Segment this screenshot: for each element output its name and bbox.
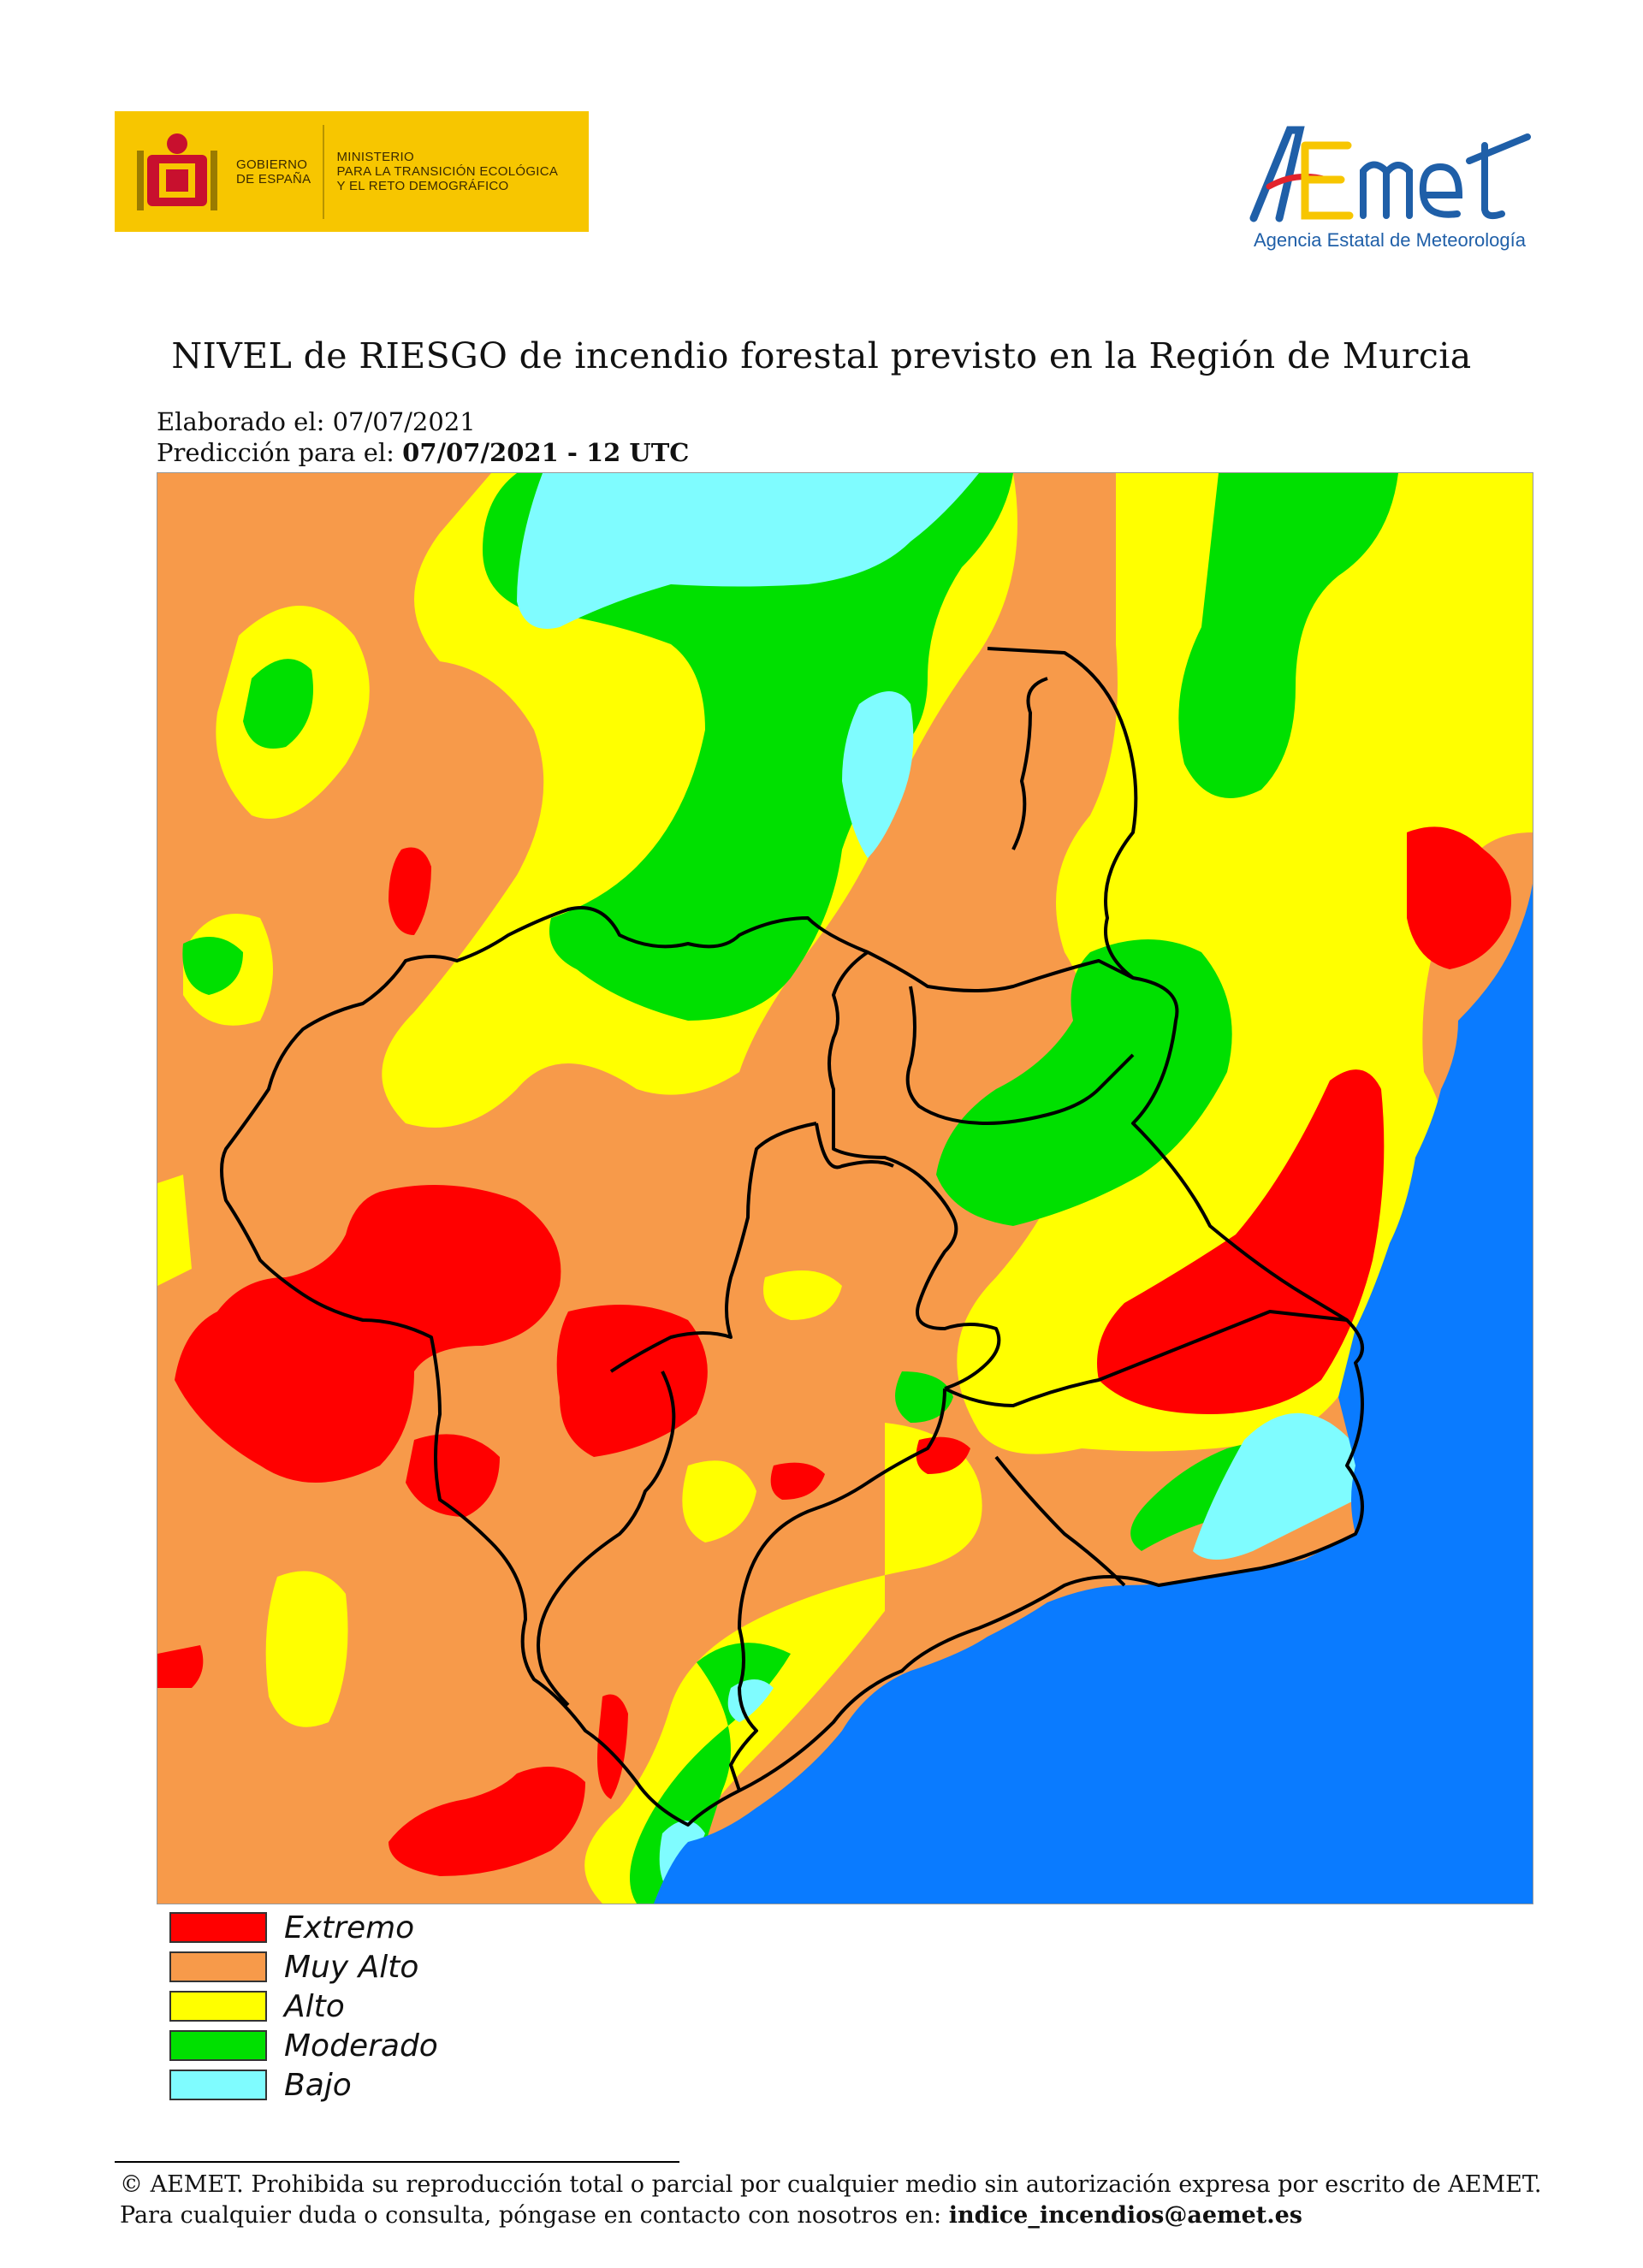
footer-rule — [115, 2161, 679, 2163]
legend-label: Muy Alto — [284, 1949, 419, 1985]
legend-item-moderado: Moderado — [169, 2026, 438, 2065]
legend-swatch — [169, 1991, 267, 2022]
contact-prefix: Para cualquier duda o consulta, póngase … — [120, 2202, 942, 2229]
legend-label: Alto — [284, 1988, 345, 2024]
zones-bajo — [517, 473, 1364, 1893]
legend-item-alto: Alto — [169, 1987, 438, 2026]
ministry-line-1: MINISTERIO — [336, 150, 414, 164]
legend-swatch — [169, 2070, 267, 2100]
footer: © AEMET. Prohibida su reproducción total… — [120, 2170, 1541, 2231]
elaborado-label: Elaborado el: — [157, 407, 325, 436]
elaborado-value: 07/07/2021 — [332, 407, 476, 436]
risk-map — [157, 472, 1533, 1904]
gov-line-2: DE ESPAÑA — [236, 171, 311, 187]
prediccion-value: 07/07/2021 - 12 UTC — [402, 438, 690, 467]
legend: Extremo Muy Alto Alto Moderado Bajo — [169, 1908, 438, 2105]
page-title: NIVEL de RIESGO de incendio forestal pre… — [171, 335, 1472, 376]
government-logo: GOBIERNO DE ESPAÑA MINISTERIO PARA LA TR… — [115, 111, 589, 232]
copyright-notice: © AEMET. Prohibida su reproducción total… — [120, 2171, 1542, 2198]
legend-swatch — [169, 1951, 267, 1982]
contact-email[interactable]: indice_incendios@aemet.es — [948, 2202, 1302, 2229]
logo-separator — [323, 124, 325, 219]
elaborado-line: Elaborado el: 07/07/2021 — [157, 407, 476, 436]
prediccion-label: Predicción para el: — [157, 438, 394, 467]
legend-label: Extremo — [284, 1910, 415, 1945]
legend-item-bajo: Bajo — [169, 2065, 438, 2105]
legend-label: Moderado — [284, 2028, 438, 2064]
contact-line: Para cualquier duda o consulta, póngase … — [120, 2200, 1541, 2231]
zones-extremo — [157, 826, 1511, 1876]
legend-swatch — [169, 2030, 267, 2061]
aemet-logo — [1249, 126, 1531, 222]
legend-item-extremo: Extremo — [169, 1908, 438, 1947]
legend-item-muy-alto: Muy Alto — [169, 1947, 438, 1987]
region-outline — [220, 647, 1364, 1827]
coat-of-arms-icon — [137, 133, 217, 210]
prediccion-line: Predicción para el: 07/07/2021 - 12 UTC — [157, 438, 689, 467]
sea — [654, 884, 1533, 1904]
aemet-subtitle: Agencia Estatal de Meteorología — [1254, 229, 1526, 251]
gov-line-1: GOBIERNO — [236, 157, 308, 172]
legend-swatch — [169, 1912, 267, 1943]
ministry-line-2: PARA LA TRANSICIÓN ECOLÓGICA — [336, 164, 559, 179]
ministry-line-3: Y EL RETO DEMOGRÁFICO — [336, 179, 509, 193]
legend-label: Bajo — [284, 2067, 352, 2103]
